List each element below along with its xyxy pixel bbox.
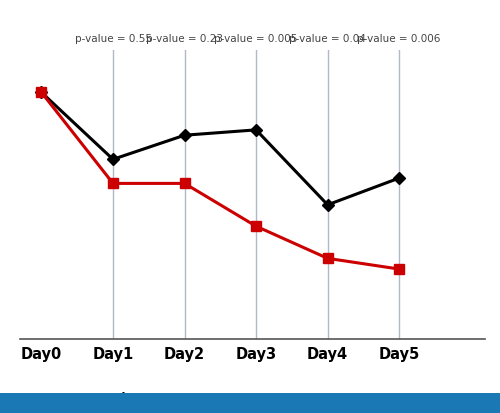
Text: p-value = 0.006: p-value = 0.006 xyxy=(358,34,441,44)
Text: p-value = 0.005: p-value = 0.005 xyxy=(214,34,298,44)
Text: p-value = 0.55: p-value = 0.55 xyxy=(74,34,152,44)
Legend: Controls, Hydroxychloroquine: Controls, Hydroxychloroquine xyxy=(100,387,405,413)
Text: p-value = 0.23: p-value = 0.23 xyxy=(146,34,223,44)
Text: p-value = 0.04: p-value = 0.04 xyxy=(289,34,366,44)
